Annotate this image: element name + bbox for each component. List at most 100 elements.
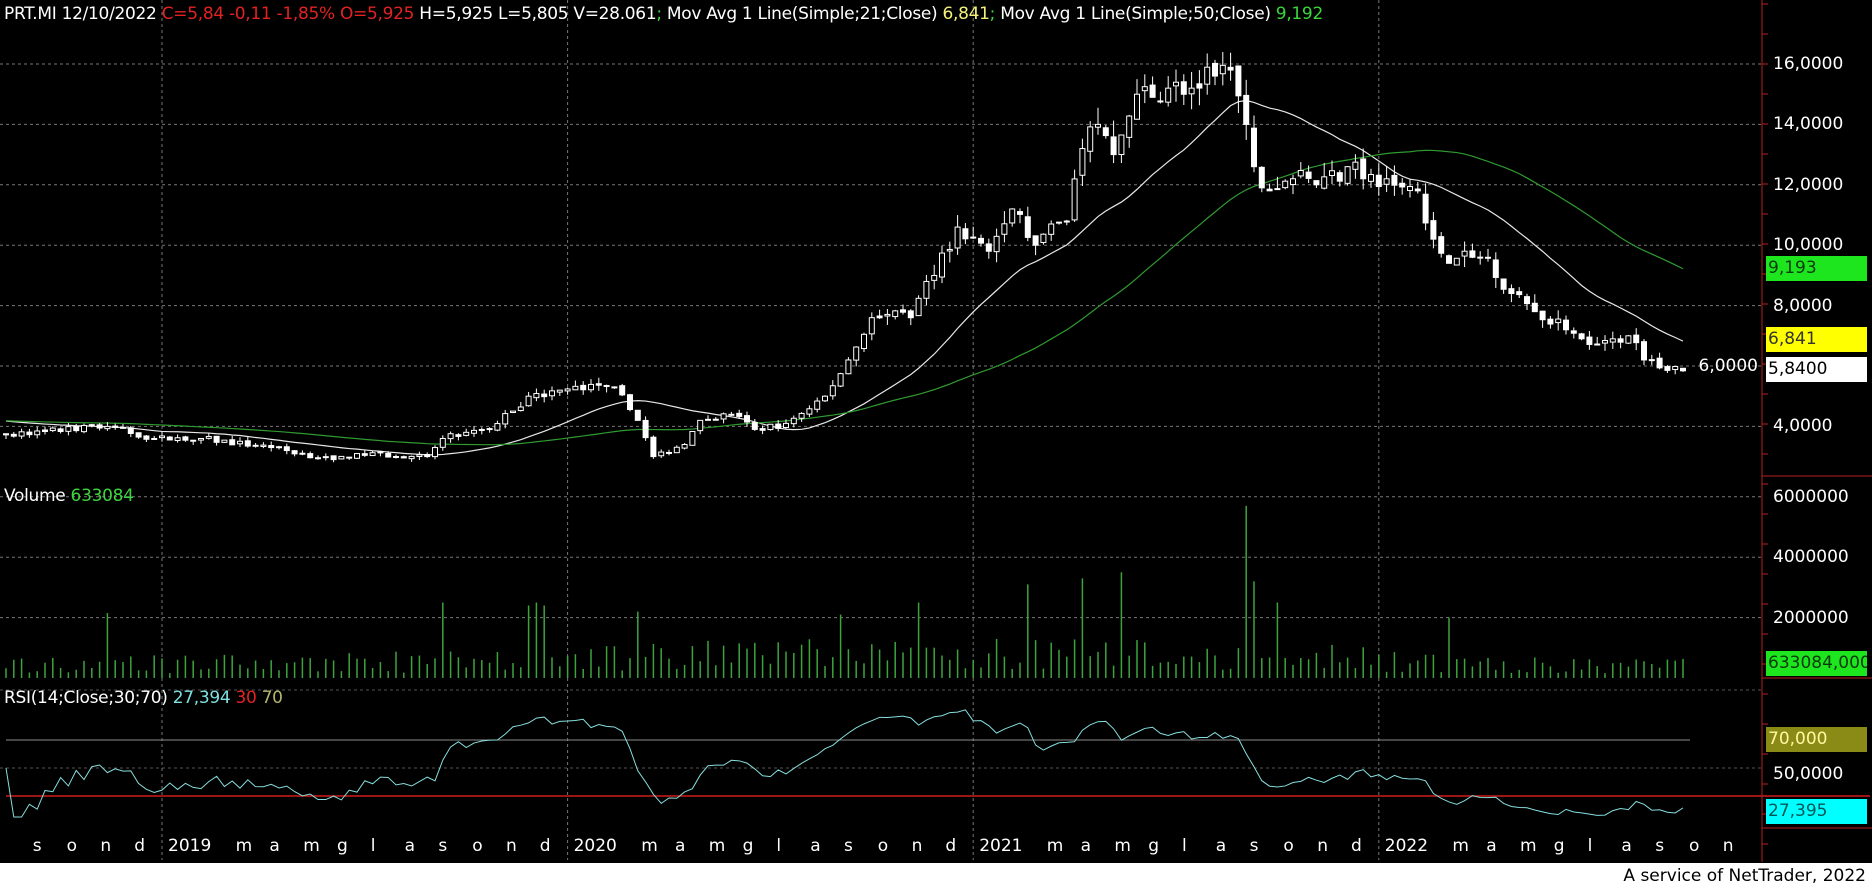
volume-bar xyxy=(676,668,678,678)
x-axis-label: n xyxy=(1317,836,1328,856)
volume-bar xyxy=(925,647,928,678)
candle xyxy=(174,437,181,442)
volume-bar xyxy=(153,655,155,678)
x-axis-label: a xyxy=(1486,836,1497,856)
rsi-last-box: 27,395 xyxy=(1766,799,1867,824)
price-tick-label: 14,0000 xyxy=(1773,114,1844,135)
volume-bar xyxy=(699,661,701,678)
candle xyxy=(1555,318,1562,324)
volume-bar xyxy=(886,660,889,678)
volume-bar xyxy=(1284,657,1286,678)
volume-bar xyxy=(1307,659,1310,678)
volume-bar xyxy=(910,647,912,678)
volume-bar xyxy=(956,649,959,678)
volume-bar xyxy=(1354,668,1357,678)
candle xyxy=(18,431,25,437)
x-axis-label: g xyxy=(742,836,754,856)
candle xyxy=(1516,291,1523,296)
volume-bar xyxy=(442,602,444,678)
candle xyxy=(564,388,571,392)
volume-bar xyxy=(137,670,140,678)
candle xyxy=(525,395,532,407)
price-tick-label: 16,0000 xyxy=(1773,54,1844,74)
volume-bar xyxy=(1541,662,1544,678)
x-axis-label: m xyxy=(708,836,726,856)
volume-bar xyxy=(855,660,857,678)
volume-bar xyxy=(980,667,982,678)
last-price-box: 5,8400 xyxy=(1766,357,1867,382)
volume-bar xyxy=(637,611,639,678)
candle xyxy=(1258,166,1265,189)
candle xyxy=(697,419,704,432)
volume-bar xyxy=(535,602,538,678)
candle xyxy=(182,436,189,441)
volume-bar xyxy=(122,662,124,678)
volume-bar xyxy=(1159,662,1162,678)
x-axis-label: l xyxy=(1587,836,1593,856)
volume-bar xyxy=(44,662,46,678)
candle xyxy=(244,440,251,447)
x-axis-label: m xyxy=(1452,836,1469,856)
volume-bar xyxy=(1502,661,1505,678)
candle xyxy=(705,418,711,421)
volume-bar xyxy=(1237,648,1240,678)
x-axis-label: n xyxy=(100,836,112,856)
candle xyxy=(276,446,282,449)
volume-bar xyxy=(824,665,826,678)
volume-bar xyxy=(722,645,725,678)
volume-bar xyxy=(621,670,623,678)
candle xyxy=(720,413,727,420)
volume-bar xyxy=(1479,661,1481,678)
volume-bar xyxy=(1495,669,1497,678)
volume-bar xyxy=(1612,663,1614,678)
candle xyxy=(923,280,930,299)
volume-bar xyxy=(1050,642,1052,678)
candle xyxy=(728,413,735,416)
volume-bar xyxy=(340,671,343,678)
price-tick-label: 4,0000 xyxy=(1773,416,1833,437)
candle xyxy=(120,426,126,429)
volume-bar xyxy=(1151,665,1154,678)
candle xyxy=(1524,296,1530,305)
volume-bar xyxy=(1175,663,1177,678)
volume-bar xyxy=(98,661,101,678)
candle xyxy=(829,385,836,397)
candle xyxy=(822,395,828,402)
ma50-value-box: 9,193 xyxy=(1766,256,1867,281)
candle xyxy=(1048,223,1055,235)
last-volume-box: 633084,000 xyxy=(1766,651,1867,676)
candle xyxy=(1500,278,1507,290)
candle xyxy=(588,383,594,391)
candle xyxy=(868,317,875,335)
candle xyxy=(1180,81,1187,95)
volume-bar xyxy=(1128,655,1130,678)
volume-bar xyxy=(949,659,951,678)
candle xyxy=(892,310,899,318)
x-axis-label: s xyxy=(438,836,448,856)
volume-bar xyxy=(395,651,397,678)
volume-bar xyxy=(418,655,421,678)
candle xyxy=(650,436,657,458)
x-axis-label: d xyxy=(1351,836,1362,856)
volume-bar xyxy=(309,658,311,678)
volume-bar xyxy=(1300,658,1302,678)
ma50-line xyxy=(5,149,1684,446)
candle xyxy=(447,433,454,440)
volume-bar xyxy=(1167,661,1169,678)
candle xyxy=(307,453,314,459)
volume-bar xyxy=(1315,652,1318,678)
candle xyxy=(1134,93,1140,120)
volume-bar xyxy=(1424,654,1427,678)
volume-bar xyxy=(254,660,257,678)
volume-bar xyxy=(473,658,475,678)
volume-bar xyxy=(1440,672,1442,678)
candle xyxy=(455,434,462,437)
candle xyxy=(198,437,204,441)
candle xyxy=(1251,127,1257,168)
volume-bar xyxy=(598,666,600,678)
candle xyxy=(1063,220,1070,223)
candle xyxy=(478,428,485,431)
candle xyxy=(985,243,992,252)
volume-bar xyxy=(605,646,608,678)
